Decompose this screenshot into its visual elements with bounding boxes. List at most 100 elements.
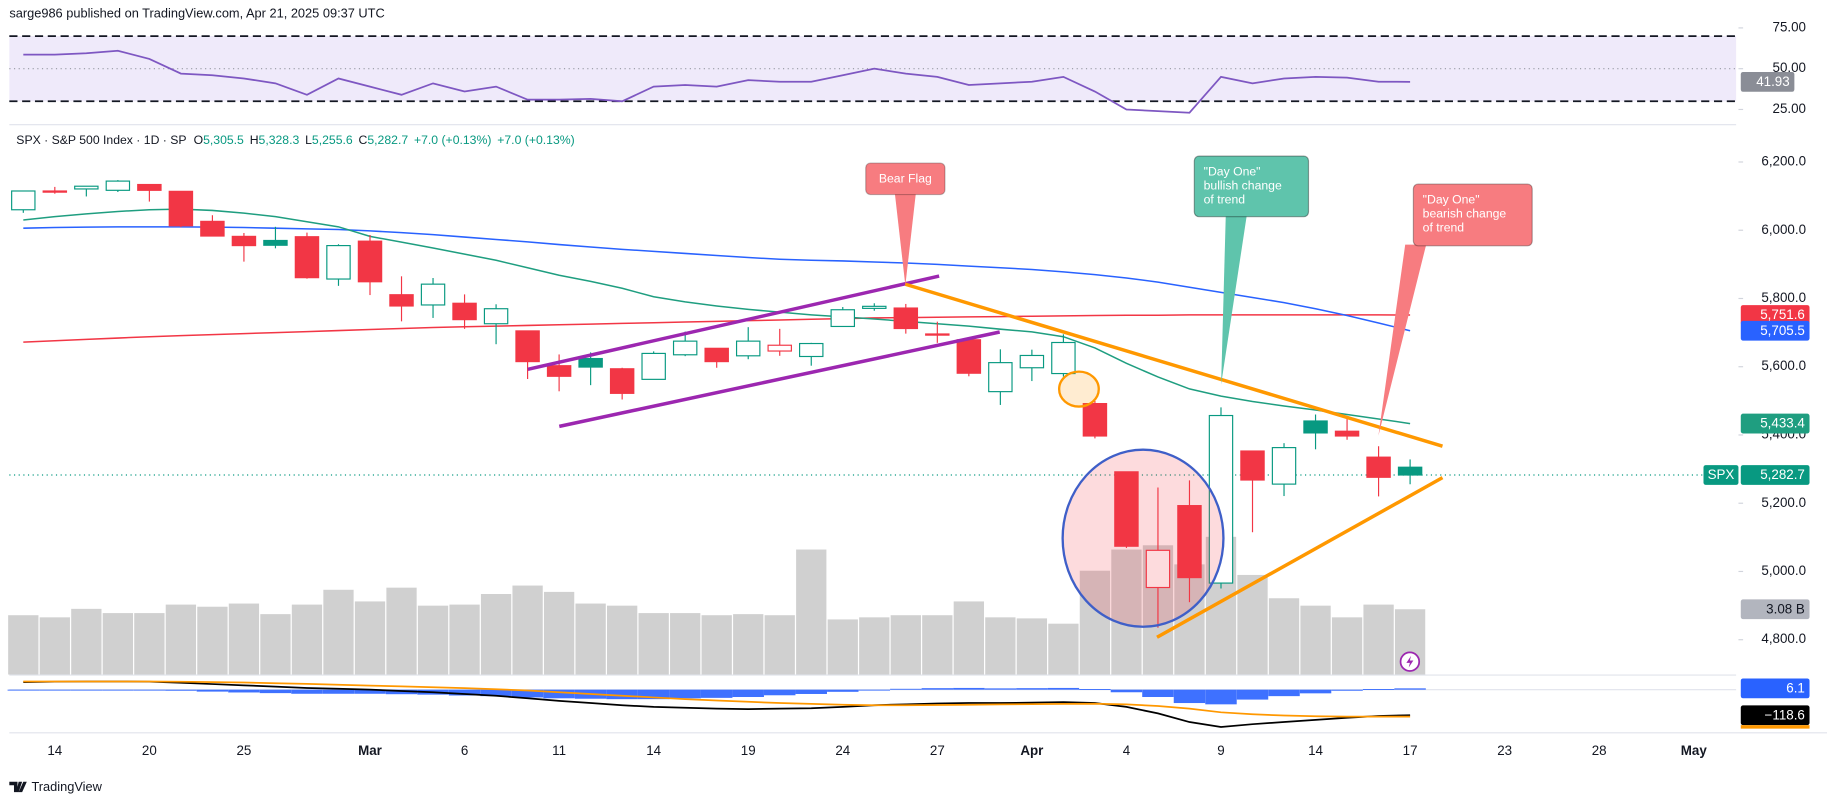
callout: "Day One" bullish change of trend xyxy=(1193,155,1310,385)
signal-tag-edge xyxy=(1740,725,1810,729)
macd-histogram-bar xyxy=(1394,688,1426,690)
highlight-ellipse xyxy=(1061,448,1225,628)
candle-body xyxy=(357,240,383,283)
x-tick-label: 14 xyxy=(47,743,62,758)
candle-body xyxy=(1019,354,1045,369)
callout-line: Bear Flag xyxy=(879,172,932,186)
volume-bar xyxy=(260,614,291,675)
candle-body xyxy=(1271,447,1297,485)
volume-bar xyxy=(449,604,480,675)
legend-value: 5,282.7 xyxy=(367,133,408,147)
macd-histogram-bar xyxy=(921,688,954,690)
volume-bar xyxy=(228,603,260,675)
y-tick-label: 4,800.0 xyxy=(1761,631,1806,646)
macd-histogram-bar xyxy=(1016,688,1048,690)
candle-body xyxy=(609,368,635,394)
candle-body xyxy=(42,190,68,193)
volume-bar xyxy=(575,603,606,675)
callout-line: of trend xyxy=(1204,193,1246,207)
candle-body xyxy=(294,236,320,279)
y-tick-label: 50.00 xyxy=(1773,60,1806,75)
rsi-line xyxy=(23,49,1411,114)
legend: SPX · S&P 500 Index · 1D · SP O5,305.5 H5,… xyxy=(16,133,574,147)
callout-text: "Day One" bullish change of trend xyxy=(1204,165,1282,207)
candle-body xyxy=(1114,471,1139,547)
x-tick-label: 19 xyxy=(741,743,756,758)
volume-bar xyxy=(354,601,386,675)
x-tick-label: 17 xyxy=(1403,743,1418,758)
legend-change: +7.0 (+0.13%) xyxy=(414,133,491,147)
moving-average xyxy=(23,314,1411,343)
candle-body xyxy=(1208,414,1234,584)
macd-histogram-bar xyxy=(1205,689,1237,705)
highlight-circle xyxy=(1057,370,1100,408)
candle-body xyxy=(956,339,982,374)
candle-body xyxy=(263,239,288,246)
x-tick-label: 20 xyxy=(142,743,157,758)
price-tag-label: 5,282.7 xyxy=(1760,467,1805,482)
candle-body xyxy=(1051,341,1076,375)
volume-bar xyxy=(480,594,512,675)
price-tag xyxy=(1740,413,1810,434)
macd-histogram-bar xyxy=(543,689,575,699)
x-tick-label: 28 xyxy=(1592,743,1607,758)
price-tag xyxy=(1740,305,1810,325)
volume-bar xyxy=(985,617,1016,675)
legend-value: 5,255.6 xyxy=(312,133,353,147)
candle-body xyxy=(862,305,887,309)
candle-body xyxy=(483,308,509,325)
candle-body xyxy=(11,190,36,211)
x-tick-label: 25 xyxy=(236,743,251,758)
volume-bar xyxy=(417,605,449,675)
candle-body xyxy=(546,365,572,377)
moving-average xyxy=(23,226,1411,332)
y-tick-label: 5,800.0 xyxy=(1761,290,1806,305)
macd-histogram-bar xyxy=(1047,687,1080,690)
macd-histogram-bar xyxy=(858,689,891,691)
x-tick-label: 9 xyxy=(1217,743,1224,758)
volume-bar xyxy=(1331,617,1363,675)
volume-bar xyxy=(1079,570,1111,675)
macd-histogram-bar xyxy=(322,689,355,694)
macd-histogram-bar xyxy=(1110,689,1143,693)
y-tick-label: 5,000.0 xyxy=(1761,563,1806,578)
axis-labels: 75.00 50.00 25.00 41.93 4,800.0 5,000.0 5,200.… xyxy=(47,19,1810,758)
legend-change: +7.0 (+0.13%) xyxy=(497,133,574,147)
macd-histogram-bar xyxy=(1079,689,1111,690)
candle-body xyxy=(988,362,1013,393)
volume-bar xyxy=(71,608,102,675)
macd-histogram-bar xyxy=(795,689,827,694)
candle-body xyxy=(799,342,824,358)
y-tick-label: 25.00 xyxy=(1773,101,1806,116)
macd-line xyxy=(23,680,1411,718)
price-tag-label: 5,705.5 xyxy=(1760,323,1805,338)
volume-bar xyxy=(8,615,39,675)
legend-value: 5,328.3 xyxy=(259,133,300,147)
legend-key: H xyxy=(250,133,259,147)
candle-body xyxy=(389,294,414,307)
channel-line xyxy=(527,274,940,372)
candle-body xyxy=(1366,456,1391,478)
callout-line: bullish change xyxy=(1204,179,1282,193)
macd-histogram-bar xyxy=(1173,689,1206,704)
callout-line: "Day One" xyxy=(1204,165,1261,179)
callout-text: Bear Flag xyxy=(879,172,932,186)
price-tag xyxy=(1740,71,1795,92)
volume-bar xyxy=(39,617,70,675)
macd-histogram-bar xyxy=(70,689,103,691)
macd-histogram-bar xyxy=(354,689,386,694)
volume-bar xyxy=(953,601,984,675)
candle-body xyxy=(830,309,856,328)
callout-pointer xyxy=(1378,244,1427,436)
candle-body xyxy=(704,347,729,363)
macd-histogram-bar xyxy=(259,689,292,694)
macd-histogram-bar xyxy=(196,689,229,692)
candle-body xyxy=(641,352,666,380)
x-tick-label: Mar xyxy=(358,743,382,758)
volume-bar xyxy=(922,615,953,675)
event-icon-bolt xyxy=(1406,655,1414,668)
symbol-tag xyxy=(1703,465,1739,485)
